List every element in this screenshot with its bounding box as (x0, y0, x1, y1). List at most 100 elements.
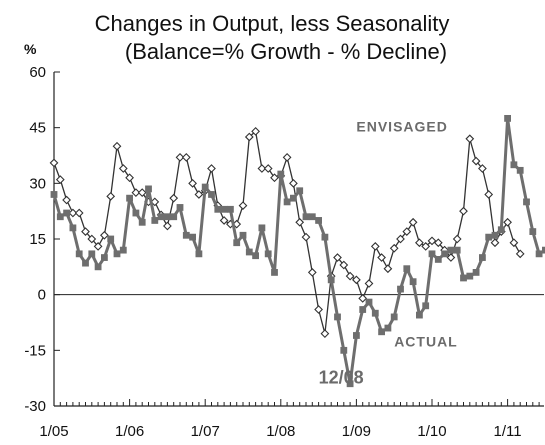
data-point-envisaged (74, 208, 84, 218)
annotation-actual: ACTUAL (394, 334, 458, 350)
data-point-actual (340, 346, 348, 354)
series-line-actual (52, 116, 545, 386)
data-point-envisaged (251, 126, 260, 136)
x-tick-label: 1/11 (494, 423, 522, 440)
data-point-actual (56, 213, 64, 221)
data-point-actual (384, 324, 392, 332)
data-point-actual (390, 313, 398, 321)
data-point-envisaged (62, 195, 71, 205)
data-point-actual (170, 213, 178, 221)
x-tick-label: 1/07 (191, 423, 220, 440)
data-point-envisaged (478, 164, 487, 173)
data-point-actual (516, 166, 524, 174)
data-point-envisaged (100, 230, 109, 240)
data-point-envisaged (383, 264, 393, 274)
data-point-actual (63, 209, 70, 217)
data-point-actual (132, 209, 140, 217)
data-point-envisaged (471, 156, 481, 166)
data-point-actual (535, 250, 543, 258)
annotation-12-08: 12/08 (319, 368, 364, 388)
series-envisaged (49, 126, 525, 339)
data-point-envisaged (118, 164, 128, 173)
y-tick-label: 15 (29, 231, 46, 248)
data-point-actual (479, 254, 486, 261)
data-point-envisaged (320, 329, 330, 339)
data-point-envisaged (150, 197, 160, 207)
data-point-actual (460, 274, 467, 282)
data-point-actual (88, 250, 96, 258)
data-point-envisaged (93, 242, 103, 251)
data-point-envisaged (175, 152, 185, 162)
data-point-actual (271, 269, 278, 276)
data-point-actual (510, 161, 518, 169)
data-point-actual (252, 252, 259, 260)
data-point-envisaged (490, 238, 500, 248)
data-point-actual (195, 250, 203, 258)
data-point-envisaged (408, 217, 418, 227)
data-point-envisaged (270, 173, 279, 183)
data-point-envisaged (307, 268, 317, 277)
y-tick-label: 60 (29, 64, 46, 81)
data-point-actual (378, 328, 385, 336)
data-point-actual (453, 246, 461, 254)
data-point-actual (441, 250, 448, 258)
data-point-envisaged (68, 208, 78, 218)
annotation-envisaged: ENVISAGED (356, 118, 447, 134)
data-point-envisaged (169, 193, 179, 203)
data-point-actual (542, 246, 545, 254)
data-point-actual (466, 272, 474, 280)
data-point-actual (296, 187, 304, 195)
data-point-actual (447, 246, 455, 254)
data-point-envisaged (49, 158, 59, 168)
data-point-envisaged (433, 238, 443, 248)
data-point-envisaged (446, 253, 456, 262)
y-tick-label: -15 (24, 342, 46, 359)
data-point-actual (258, 224, 266, 232)
data-point-actual (497, 226, 505, 234)
data-point-actual (302, 213, 310, 221)
y-tick-label: 30 (29, 175, 46, 192)
data-point-envisaged (515, 249, 525, 259)
data-point-actual (504, 114, 511, 122)
data-point-envisaged (181, 152, 191, 162)
x-tick-label: 1/06 (115, 423, 144, 440)
data-point-actual (283, 198, 291, 206)
data-point-envisaged (427, 236, 437, 246)
data-point-actual (239, 231, 247, 239)
data-point-envisaged (106, 191, 116, 201)
data-point-actual (227, 205, 234, 213)
data-point-actual (157, 213, 165, 221)
data-point-actual (416, 311, 423, 319)
data-point-actual (176, 204, 184, 211)
data-point-envisaged (364, 279, 374, 288)
y-tick-label: -30 (24, 398, 46, 415)
data-point-actual (491, 231, 499, 239)
data-point-actual (277, 170, 285, 178)
data-point-envisaged (137, 188, 147, 197)
data-point-envisaged (112, 141, 122, 151)
data-point-actual (113, 250, 121, 258)
data-point-envisaged (484, 190, 494, 199)
x-tick-label: 1/09 (342, 423, 371, 440)
data-point-actual (428, 250, 436, 258)
y-tick-label: 45 (29, 120, 46, 137)
data-point-actual (523, 198, 530, 206)
data-point-envisaged (188, 178, 197, 188)
data-point-actual (75, 250, 83, 258)
data-point-actual (365, 298, 373, 306)
data-point-actual (245, 248, 253, 256)
data-point-actual (359, 306, 367, 313)
data-point-envisaged (257, 164, 267, 173)
data-point-actual (126, 194, 133, 202)
data-point-envisaged (377, 253, 386, 262)
chart-title: Changes in Output, less Seasonality (95, 11, 450, 36)
data-point-actual (69, 224, 77, 232)
data-point-envisaged (207, 164, 216, 173)
data-point-envisaged (352, 275, 361, 285)
data-point-actual (308, 213, 316, 221)
data-point-actual (82, 259, 89, 267)
data-point-actual (321, 233, 329, 241)
data-point-actual (50, 191, 58, 198)
data-point-actual (164, 213, 171, 221)
axes: -30 -15 0 15 30 45 60 1/05 1/06 1/07 1/08 1/09 1/10 1… (24, 64, 544, 440)
